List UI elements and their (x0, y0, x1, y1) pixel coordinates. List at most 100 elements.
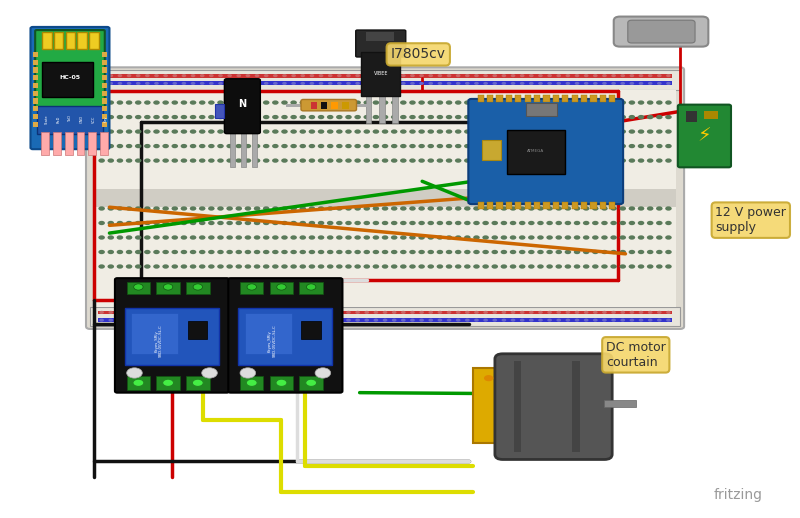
Circle shape (464, 115, 470, 119)
FancyBboxPatch shape (628, 20, 695, 43)
Circle shape (181, 235, 187, 240)
Circle shape (245, 235, 251, 240)
Circle shape (263, 235, 270, 240)
Circle shape (565, 206, 571, 211)
Circle shape (245, 115, 251, 119)
Circle shape (437, 159, 443, 163)
Circle shape (400, 159, 406, 163)
Bar (482, 140, 501, 160)
Circle shape (336, 264, 342, 269)
Circle shape (126, 115, 132, 119)
Circle shape (374, 82, 378, 85)
Circle shape (592, 250, 598, 254)
Circle shape (427, 206, 434, 211)
Bar (186, 376, 210, 390)
Circle shape (245, 100, 251, 105)
Circle shape (473, 130, 480, 134)
Circle shape (126, 319, 131, 322)
Circle shape (473, 115, 480, 119)
Circle shape (484, 375, 494, 381)
Circle shape (117, 100, 123, 105)
Bar (506, 202, 512, 209)
Circle shape (254, 159, 260, 163)
Circle shape (665, 264, 672, 269)
Bar (102, 98, 107, 104)
Circle shape (171, 250, 178, 254)
Bar (572, 361, 580, 452)
Circle shape (263, 144, 270, 148)
Circle shape (247, 284, 257, 290)
Circle shape (555, 250, 562, 254)
Circle shape (565, 130, 571, 134)
Circle shape (309, 250, 315, 254)
Circle shape (565, 144, 571, 148)
Circle shape (611, 82, 616, 85)
Circle shape (126, 264, 132, 269)
Circle shape (181, 206, 187, 211)
Circle shape (583, 144, 590, 148)
Bar (102, 122, 107, 127)
Bar (186, 282, 210, 294)
Circle shape (529, 82, 534, 85)
Circle shape (419, 319, 424, 322)
Circle shape (446, 235, 452, 240)
Circle shape (117, 235, 123, 240)
Circle shape (235, 115, 242, 119)
Circle shape (520, 319, 525, 322)
Circle shape (464, 100, 470, 105)
Circle shape (473, 206, 480, 211)
Circle shape (502, 74, 506, 77)
Circle shape (290, 250, 297, 254)
Circle shape (546, 144, 553, 148)
Circle shape (446, 319, 451, 322)
Circle shape (290, 144, 297, 148)
Circle shape (601, 206, 608, 211)
Circle shape (418, 159, 425, 163)
Bar (515, 202, 522, 209)
Circle shape (181, 159, 187, 163)
Circle shape (638, 159, 644, 163)
Circle shape (382, 82, 387, 85)
Circle shape (418, 235, 425, 240)
Circle shape (429, 82, 433, 85)
Circle shape (218, 74, 223, 77)
Circle shape (391, 264, 398, 269)
Circle shape (619, 206, 626, 211)
Circle shape (309, 235, 315, 240)
Circle shape (656, 250, 662, 254)
Circle shape (373, 130, 379, 134)
Circle shape (264, 311, 269, 314)
Circle shape (491, 264, 498, 269)
Circle shape (299, 159, 306, 163)
Circle shape (117, 159, 123, 163)
Circle shape (345, 100, 352, 105)
Circle shape (264, 74, 269, 77)
Circle shape (162, 235, 169, 240)
Circle shape (528, 115, 534, 119)
Circle shape (510, 82, 515, 85)
Circle shape (235, 264, 242, 269)
Circle shape (657, 74, 662, 77)
Bar (102, 91, 107, 96)
Circle shape (135, 130, 142, 134)
Circle shape (263, 130, 270, 134)
Circle shape (638, 206, 644, 211)
Circle shape (218, 115, 224, 119)
Circle shape (355, 74, 360, 77)
Circle shape (455, 159, 462, 163)
Circle shape (254, 115, 260, 119)
Bar (543, 95, 550, 102)
Circle shape (208, 235, 214, 240)
Circle shape (310, 82, 314, 85)
Circle shape (647, 159, 654, 163)
Circle shape (218, 319, 223, 322)
Circle shape (555, 235, 562, 240)
Circle shape (555, 206, 562, 211)
Bar (66, 32, 75, 49)
Bar (98, 318, 672, 322)
Circle shape (281, 250, 288, 254)
Bar (704, 111, 718, 119)
Circle shape (519, 159, 526, 163)
Circle shape (629, 159, 635, 163)
Circle shape (254, 319, 259, 322)
